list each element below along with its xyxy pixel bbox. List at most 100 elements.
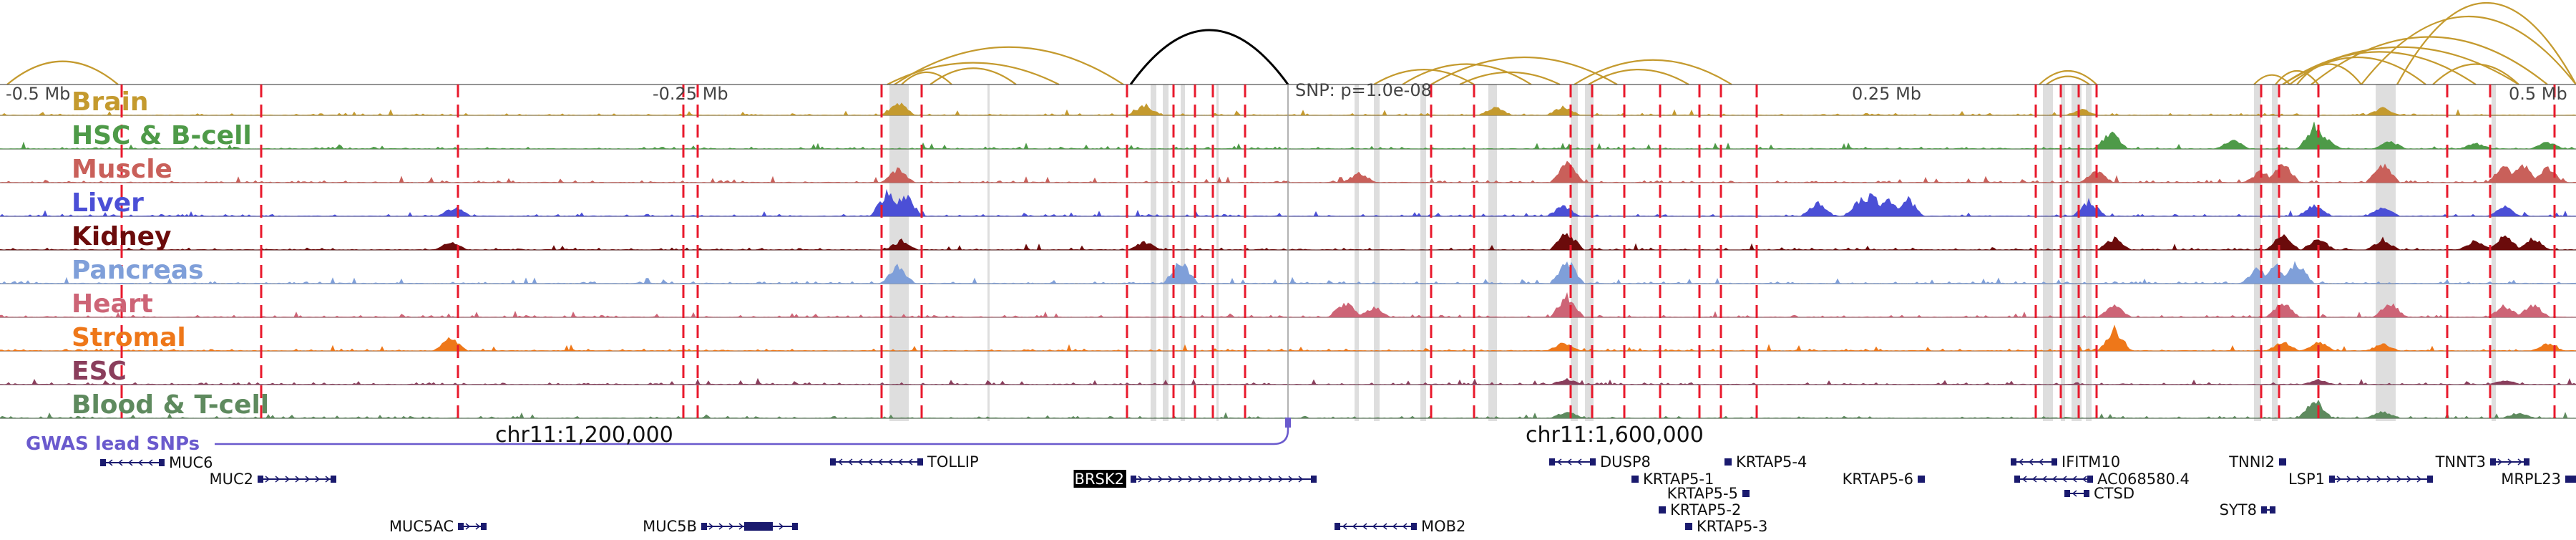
exon	[830, 458, 836, 466]
loop-arc	[1459, 71, 1561, 85]
gene-muc5ac: MUC5AC	[389, 518, 487, 535]
highlight-region	[1163, 85, 1169, 421]
gene-label: DUSP8	[1600, 453, 1651, 471]
exon	[2087, 476, 2093, 483]
loop-arc	[2432, 63, 2519, 85]
strand-chevron	[857, 458, 863, 466]
exon	[2011, 458, 2016, 466]
loop-arc	[930, 67, 1017, 85]
strand-chevron	[2416, 476, 2422, 483]
strand-chevron	[847, 458, 853, 466]
strand-chevron	[2082, 476, 2087, 483]
gene-label: KRTAP5-3	[1697, 518, 1767, 535]
gene-label: KRTAP5-5	[1667, 485, 1738, 502]
gene-syt8: SYT8	[2220, 501, 2275, 519]
gene-tnni2: TNNI2	[2228, 453, 2286, 471]
gene-label-highlight	[1073, 470, 1126, 488]
strand-chevron	[2376, 476, 2382, 483]
gene-tollip: TOLLIP	[830, 453, 979, 471]
exon	[159, 459, 165, 466]
highlight-region	[1355, 85, 1359, 421]
strand-chevron	[2396, 476, 2402, 483]
exon	[1549, 458, 1555, 466]
gene-krtap5-5: KRTAP5-5	[1667, 485, 1750, 502]
strand-chevron	[2038, 458, 2044, 466]
strand-chevron	[1392, 523, 1397, 530]
highlight-region	[1488, 85, 1497, 421]
exon	[792, 523, 798, 530]
strand-chevron	[475, 523, 481, 530]
loop-arc	[1373, 69, 1475, 85]
strand-chevron	[1566, 458, 1572, 466]
strand-chevron	[907, 458, 913, 466]
strand-chevron	[887, 458, 893, 466]
strand-chevron	[325, 476, 331, 483]
gene-muc6: MUC6	[100, 454, 213, 471]
exon	[100, 459, 106, 466]
gene-label: TNNI2	[2228, 453, 2275, 471]
track-label-kidney: Kidney	[72, 222, 172, 251]
exon	[1744, 490, 1750, 497]
strand-chevron	[867, 458, 873, 466]
gene-lsp1: LSP1	[2288, 471, 2433, 488]
gwas-link	[215, 420, 1289, 445]
exon	[2014, 476, 2020, 483]
exon	[1311, 476, 1317, 483]
axis-label-2: -0.25 Mb	[653, 84, 728, 104]
strand-chevron	[137, 459, 143, 466]
gwas-label: GWAS lead SNPs	[26, 433, 200, 455]
strand-chevron	[2028, 458, 2034, 466]
exon	[481, 523, 487, 530]
gene-ctsd: CTSD	[2064, 485, 2135, 502]
track-label-esc: ESC	[72, 357, 127, 386]
exon	[1687, 523, 1692, 530]
loop-arc	[1402, 63, 1532, 85]
gene-muc2: MUC2	[209, 471, 336, 488]
strand-chevron	[1168, 476, 1174, 483]
gene-ifitm10: IFITM10	[2011, 453, 2120, 471]
strand-chevron	[1278, 476, 1284, 483]
strand-chevron	[1372, 523, 1377, 530]
axis-label-1: -0.5 Mb	[6, 84, 70, 104]
gene-label: MRPL23	[2501, 471, 2561, 488]
exon	[1726, 458, 1732, 466]
loop-arc	[2039, 70, 2097, 85]
strand-chevron	[1198, 476, 1204, 483]
strand-chevron	[2021, 476, 2027, 483]
strand-chevron	[2507, 458, 2513, 466]
track-label-heart: Heart	[72, 289, 153, 319]
highlight-region	[1571, 85, 1578, 421]
gene-mrpl23: MRPL23	[2501, 471, 2576, 488]
exon	[2064, 490, 2070, 497]
strand-chevron	[1268, 476, 1274, 483]
snp-loop-arc	[1129, 29, 1289, 85]
strand-chevron	[2366, 476, 2372, 483]
strand-chevron	[2336, 476, 2342, 483]
strand-chevron	[1352, 523, 1357, 530]
exon	[2270, 506, 2275, 514]
loop-arc	[894, 46, 1124, 85]
highlight-region	[2086, 85, 2092, 421]
exon	[1411, 523, 1417, 530]
axis-labels: -0.5 Mb -0.25 Mb 0.25 Mb 0.5 Mb SNP: p=1…	[6, 80, 2567, 104]
track-label-blood-t-cell: Blood & T-cell	[72, 390, 269, 420]
loop-arc	[6, 60, 119, 85]
gene-label: AC068580.4	[2097, 471, 2190, 488]
signal-heart	[0, 291, 2576, 318]
gene-label: CTSD	[2094, 485, 2135, 502]
exon	[1590, 458, 1596, 466]
highlight-region	[2272, 85, 2278, 421]
strand-chevron	[877, 458, 883, 466]
strand-chevron	[1208, 476, 1214, 483]
strand-chevron	[708, 523, 714, 530]
signal-muscle	[0, 160, 2576, 183]
gene-krtap5-1: KRTAP5-1	[1631, 471, 1714, 488]
gene-label: MUC2	[209, 471, 253, 488]
strand-chevron	[1138, 476, 1143, 483]
loop-arc	[2396, 2, 2576, 85]
strand-chevron	[265, 476, 270, 483]
highlight-region	[2072, 85, 2082, 421]
strand-chevron	[758, 523, 764, 530]
strand-chevron	[2386, 476, 2392, 483]
strand-chevron	[1556, 458, 1562, 466]
